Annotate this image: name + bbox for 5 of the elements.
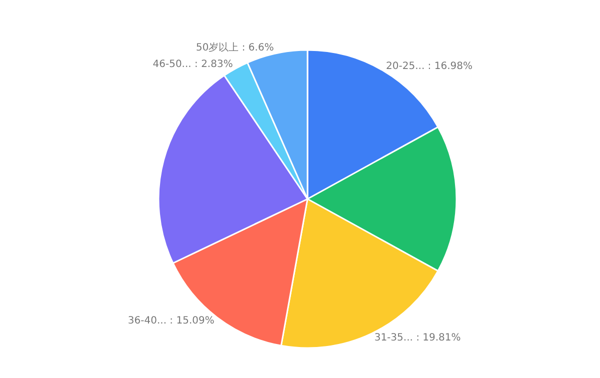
slice-label: 36-40... : 15.09% — [128, 315, 214, 326]
slice-label: 31-35... : 19.81% — [374, 332, 461, 344]
slice-label: 46-50... : 2.83% — [152, 58, 233, 70]
slice-label: 20-25... : 16.98% — [386, 61, 472, 72]
slice-label: 50岁以上 : 6.6% — [196, 41, 274, 54]
